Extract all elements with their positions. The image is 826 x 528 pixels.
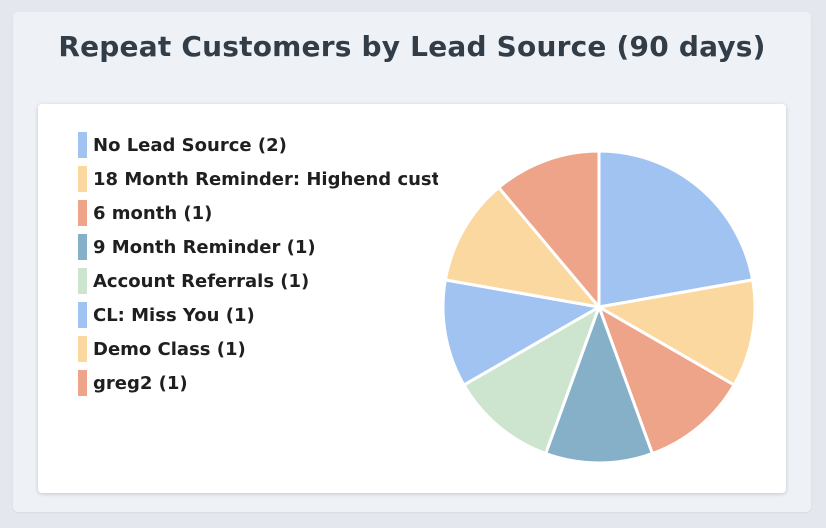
pie-slice[interactable]: [597, 278, 757, 387]
legend: No Lead Source (2) 18 Month Reminder: Hig…: [78, 128, 438, 400]
legend-swatch: [78, 234, 87, 260]
legend-swatch: [78, 336, 87, 362]
legend-swatch: [78, 132, 87, 158]
legend-label: 9 Month Reminder (1): [93, 236, 316, 258]
chart-panel: No Lead Source (2) 18 Month Reminder: Hig…: [38, 104, 786, 493]
pie-slice[interactable]: [441, 278, 601, 387]
pie-slice[interactable]: [544, 305, 654, 465]
legend-swatch: [78, 166, 87, 192]
legend-item[interactable]: No Lead Source (2): [78, 128, 438, 162]
legend-item[interactable]: CL: Miss You (1): [78, 298, 438, 332]
chart-card: Repeat Customers by Lead Source (90 days…: [13, 12, 811, 512]
legend-item[interactable]: Demo Class (1): [78, 332, 438, 366]
legend-item[interactable]: 6 month (1): [78, 196, 438, 230]
legend-label: No Lead Source (2): [93, 134, 287, 156]
legend-swatch: [78, 302, 87, 328]
legend-item[interactable]: Account Referrals (1): [78, 264, 438, 298]
legend-label: Demo Class (1): [93, 338, 246, 360]
legend-swatch: [78, 268, 87, 294]
pie-slice[interactable]: [443, 185, 601, 309]
legend-swatch: [78, 200, 87, 226]
legend-label: 6 month (1): [93, 202, 213, 224]
pie-slice[interactable]: [497, 149, 601, 309]
pie-chart: [441, 149, 757, 465]
legend-item[interactable]: 18 Month Reminder: Highend cust: [78, 162, 438, 196]
legend-item[interactable]: 9 Month Reminder (1): [78, 230, 438, 264]
pie-slice[interactable]: [597, 305, 736, 456]
chart-title: Repeat Customers by Lead Source (90 days…: [58, 30, 766, 63]
legend-item[interactable]: greg2 (1): [78, 366, 438, 400]
legend-label: 18 Month Reminder: Highend cust: [93, 168, 438, 190]
legend-label: greg2 (1): [93, 372, 188, 394]
pie-slice[interactable]: [462, 305, 601, 456]
legend-label: CL: Miss You (1): [93, 304, 255, 326]
legend-label: Account Referrals (1): [93, 270, 310, 292]
pie-slice[interactable]: [597, 149, 755, 309]
legend-swatch: [78, 370, 87, 396]
